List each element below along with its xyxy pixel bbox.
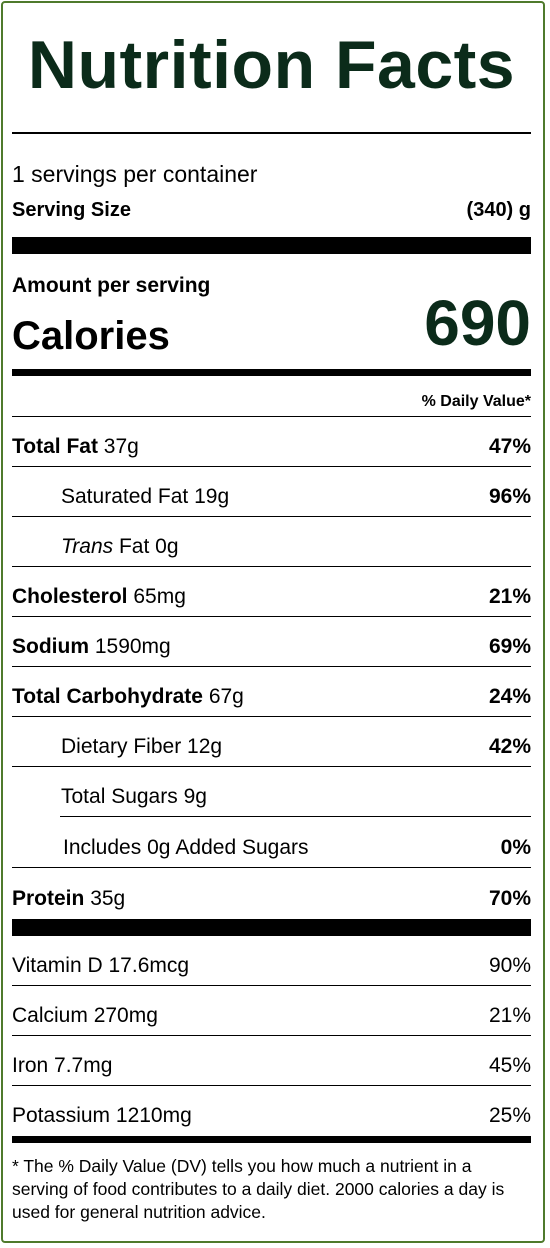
nutrient-name: Cholesterol bbox=[12, 585, 128, 608]
nutrient-amount: 0g bbox=[155, 535, 179, 558]
nutrient-name: Sodium bbox=[12, 635, 89, 658]
nutrient-name: Total Sugars bbox=[61, 785, 178, 808]
vitamin-dv: 45% bbox=[488, 1054, 531, 1077]
vitamin-name: Iron bbox=[12, 1054, 49, 1077]
nutrient-amount: 1590mg bbox=[94, 635, 171, 658]
vitamin-dv: 90% bbox=[488, 954, 531, 977]
nutrient-amount: 35g bbox=[90, 887, 126, 910]
vitamin-row-potassium: Potassium 1210mg 25% bbox=[12, 1086, 531, 1136]
nutrient-row-added-sugars: Includes 0g Added Sugars 0% bbox=[12, 818, 531, 868]
nutrition-label-content: Nutrition Facts 1 servings per container… bbox=[12, 3, 531, 1241]
row-divider bbox=[12, 666, 531, 667]
serving-size-value: (340) g bbox=[466, 199, 531, 221]
row-divider bbox=[12, 466, 531, 467]
vitamin-amount: 1210mg bbox=[115, 1104, 192, 1127]
nutrient-amount: 19g bbox=[194, 485, 230, 508]
vitamin-name: Vitamin D bbox=[12, 954, 103, 977]
nutrient-amount: 65mg bbox=[133, 585, 186, 608]
nutrient-name: Saturated Fat bbox=[61, 485, 189, 508]
vitamin-name: Calcium bbox=[12, 1004, 88, 1027]
nutrient-row-dietary-fiber: Dietary Fiber 12g 42% bbox=[12, 717, 531, 767]
serving-size-label: Serving Size bbox=[12, 199, 131, 221]
amount-per-serving: Amount per serving bbox=[12, 274, 211, 297]
calories-value: 690 bbox=[424, 287, 531, 359]
nutrient-dv: 21% bbox=[488, 585, 531, 608]
daily-value-header: % Daily Value* bbox=[421, 393, 531, 410]
row-divider bbox=[12, 1085, 531, 1086]
nutrient-row-sodium: Sodium 1590mg 69% bbox=[12, 617, 531, 667]
nutrient-dv: 47% bbox=[488, 435, 531, 458]
row-divider bbox=[12, 616, 531, 617]
nutrient-row-total-fat: Total Fat 37g 47% bbox=[12, 417, 531, 467]
row-divider bbox=[12, 867, 531, 868]
serving-size-row: Serving Size (340) g bbox=[12, 199, 531, 222]
divider-thick bbox=[12, 237, 531, 254]
nutrient-dv: 96% bbox=[488, 485, 531, 508]
nutrient-dv: 24% bbox=[488, 685, 531, 708]
nutrient-dv: 69% bbox=[488, 635, 531, 658]
nutrient-name: Includes bbox=[63, 836, 142, 859]
row-divider bbox=[12, 985, 531, 986]
nutrient-dv: 42% bbox=[488, 735, 531, 758]
nutrient-name: Dietary Fiber bbox=[61, 735, 182, 758]
servings-per-container: 1 servings per container bbox=[12, 161, 258, 187]
nutrient-amount: 37g bbox=[103, 435, 139, 458]
nutrient-amount: 0g bbox=[147, 836, 171, 859]
nutrient-amount: 9g bbox=[183, 785, 207, 808]
nutrient-name: Fat bbox=[118, 535, 150, 558]
nutrient-name: Total Carbohydrate bbox=[12, 685, 203, 708]
footnote: * The % Daily Value (DV) tells you how m… bbox=[12, 1156, 505, 1222]
row-divider bbox=[12, 1035, 531, 1036]
vitamin-row-calcium: Calcium 270mg 21% bbox=[12, 986, 531, 1036]
nutrient-dv: 70% bbox=[488, 887, 531, 910]
row-divider bbox=[12, 516, 531, 517]
calories-label: Calories bbox=[12, 314, 170, 358]
vitamin-name: Potassium bbox=[12, 1104, 111, 1127]
divider-thin bbox=[12, 416, 531, 417]
nutrition-title: Nutrition Facts bbox=[27, 27, 516, 103]
nutrient-amount: 12g bbox=[187, 735, 223, 758]
nutrient-row-protein: Protein 35g 70% bbox=[12, 869, 531, 919]
nutrient-row-total-sugars: Total Sugars 9g bbox=[12, 767, 531, 817]
vitamin-amount: 7.7mg bbox=[54, 1054, 113, 1077]
vitamin-dv: 25% bbox=[488, 1104, 531, 1127]
row-divider bbox=[12, 766, 531, 767]
nutrient-name-italic: Trans bbox=[61, 535, 114, 558]
nutrient-name: Total Fat bbox=[12, 435, 98, 458]
divider-medium bbox=[12, 369, 531, 376]
nutrient-suffix: Added Sugars bbox=[175, 836, 309, 859]
nutrient-amount: 67g bbox=[208, 685, 244, 708]
divider-thick bbox=[12, 919, 531, 936]
nutrient-dv: 0% bbox=[500, 836, 531, 859]
nutrient-row-trans-fat: Trans Fat 0g bbox=[12, 517, 531, 567]
divider-medium bbox=[12, 1136, 531, 1143]
nutrient-row-total-carbohydrate: Total Carbohydrate 67g 24% bbox=[12, 667, 531, 717]
divider-thin bbox=[12, 132, 531, 134]
row-divider bbox=[12, 716, 531, 717]
vitamin-dv: 21% bbox=[488, 1004, 531, 1027]
vitamin-amount: 270mg bbox=[93, 1004, 158, 1027]
nutrient-row-cholesterol: Cholesterol 65mg 21% bbox=[12, 567, 531, 617]
vitamin-row-iron: Iron 7.7mg 45% bbox=[12, 1036, 531, 1086]
nutrient-name: Protein bbox=[12, 887, 85, 910]
nutrient-row-saturated-fat: Saturated Fat 19g 96% bbox=[12, 467, 531, 517]
row-divider bbox=[60, 816, 531, 817]
vitamin-row-vitamin-d: Vitamin D 17.6mcg 90% bbox=[12, 936, 531, 986]
vitamin-amount: 17.6mcg bbox=[108, 954, 190, 977]
row-divider bbox=[12, 566, 531, 567]
